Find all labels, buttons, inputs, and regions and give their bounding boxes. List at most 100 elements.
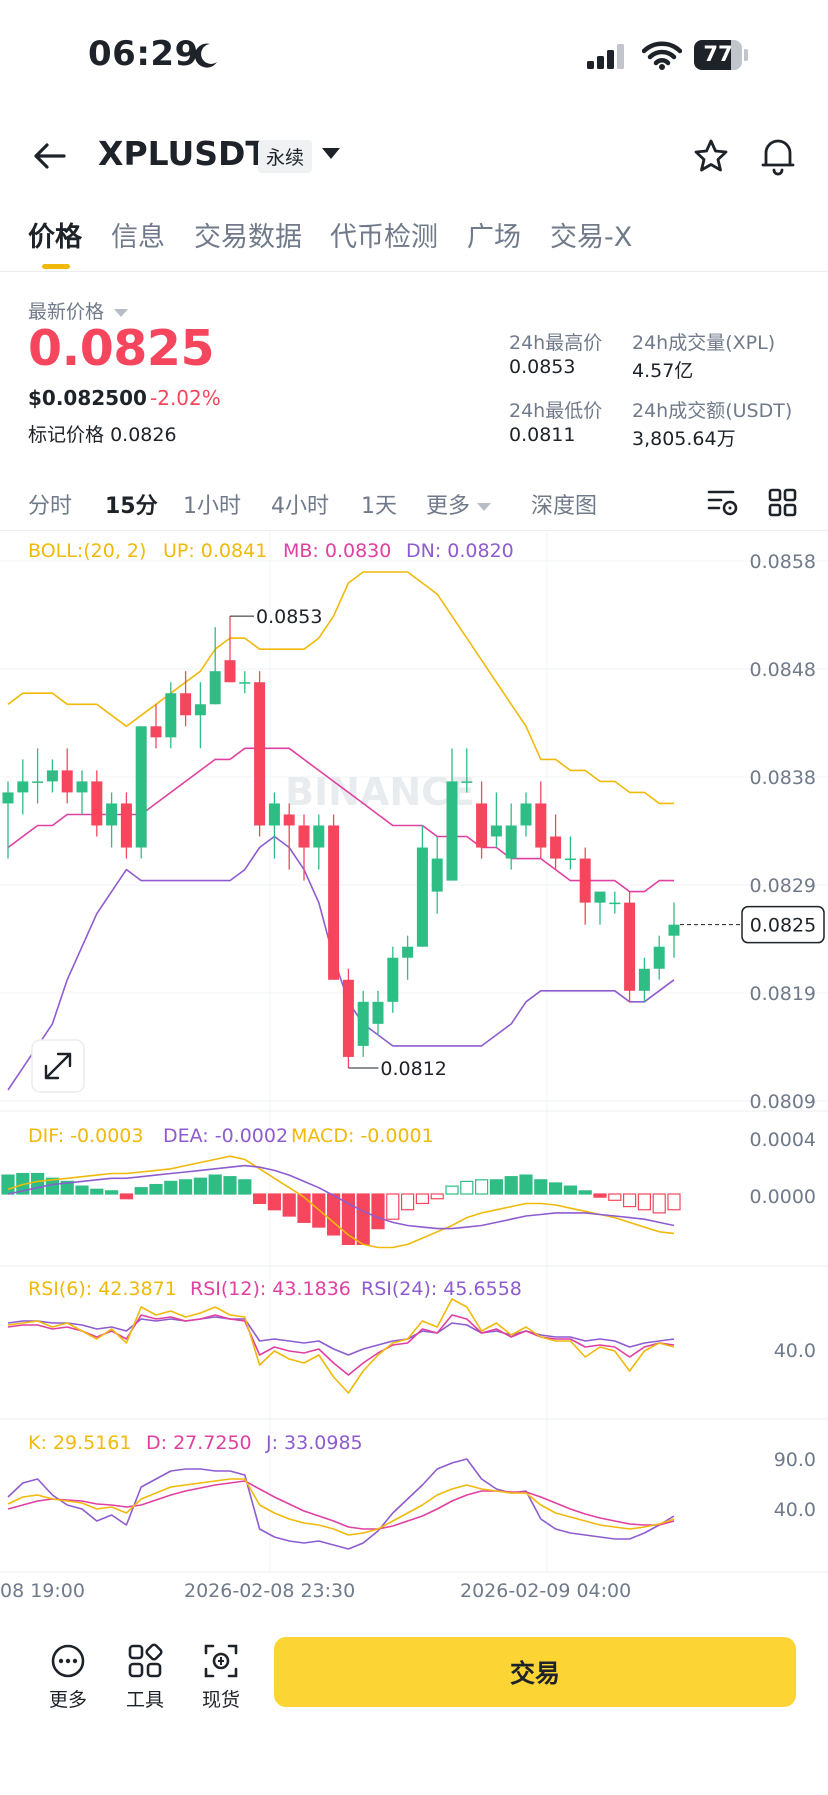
- kdj-tick: 40.0: [774, 1499, 816, 1521]
- pair-dropdown-caret-icon[interactable]: [322, 148, 340, 159]
- macd-bar: [75, 1185, 89, 1195]
- macd-bar: [282, 1193, 296, 1217]
- tools-icon[interactable]: [127, 1643, 163, 1679]
- tab-trading-data[interactable]: 交易数据: [194, 222, 302, 253]
- macd-legend-macd: MACD: -0.0001: [291, 1125, 434, 1147]
- price-tick: 0.0829: [750, 875, 816, 897]
- macd-bar: [534, 1179, 548, 1195]
- high-value: 0.0853: [509, 356, 576, 378]
- candles: [2, 616, 680, 1068]
- candle-body: [91, 781, 103, 826]
- tab-info[interactable]: 信息: [111, 222, 165, 253]
- tab-active-indicator: [42, 264, 70, 269]
- layout-grid-icon[interactable]: [768, 488, 798, 518]
- status-time: 06:29: [88, 34, 199, 74]
- macd-bar: [637, 1193, 652, 1211]
- more-icon[interactable]: [50, 1643, 86, 1679]
- candle-body: [61, 770, 73, 793]
- candle-body: [416, 847, 428, 947]
- spot-icon[interactable]: [203, 1643, 239, 1679]
- candle-body: [268, 803, 280, 826]
- candle-body: [2, 792, 14, 804]
- boll-legend-dn: DN: 0.0820: [406, 540, 514, 562]
- candle-body: [224, 660, 236, 683]
- more-label[interactable]: 更多: [48, 1689, 87, 1711]
- interval-timeline[interactable]: 分时: [28, 494, 73, 519]
- favorite-star-icon[interactable]: [693, 138, 729, 174]
- current-price-tag: 0.0825: [680, 905, 825, 944]
- rsi-legend-12: RSI(12): 43.1836: [190, 1278, 351, 1300]
- trade-button[interactable]: 交易: [274, 1637, 796, 1707]
- candle-body: [668, 924, 680, 936]
- indicator-settings-icon[interactable]: [707, 488, 739, 518]
- kdj-d-line: [7, 1480, 675, 1530]
- low-marker: 0.0812: [348, 1058, 447, 1080]
- time-tick: 2026-02-08 23:30: [184, 1580, 356, 1602]
- macd-bar: [548, 1182, 563, 1195]
- candle-body: [180, 693, 192, 716]
- candle-body: [402, 946, 414, 958]
- candle-body: [357, 1001, 369, 1046]
- last-price-label[interactable]: 最新价格: [28, 297, 129, 324]
- binance-watermark: BINANCE: [285, 770, 475, 814]
- price-tick: 0.0809: [750, 1091, 816, 1113]
- boll-legend-up: UP: 0.0841: [163, 540, 267, 562]
- macd-bar: [401, 1193, 415, 1211]
- macd-panel: [1, 1155, 681, 1249]
- candle-body: [653, 946, 665, 969]
- high-marker: 0.0853: [230, 606, 322, 628]
- candle-body: [594, 891, 606, 903]
- tools-label[interactable]: 工具: [125, 1689, 164, 1711]
- macd-bar: [149, 1183, 163, 1195]
- candle-body: [254, 682, 266, 826]
- amount-value: 3,805.64万: [632, 428, 736, 450]
- macd-bar: [667, 1193, 681, 1211]
- chart-top-divider: [0, 530, 828, 531]
- tab-price[interactable]: 价格: [28, 222, 82, 253]
- pair-symbol[interactable]: XPLUSDT: [98, 134, 268, 173]
- candle-body: [372, 1001, 384, 1024]
- macd-bar: [327, 1193, 341, 1236]
- boll-mb-line: [7, 747, 674, 893]
- candle-body: [431, 858, 443, 892]
- interval-1h[interactable]: 1小时: [183, 494, 241, 519]
- interval-15m[interactable]: 15分: [105, 494, 158, 519]
- macd-legend-dif: DIF: -0.0003: [28, 1125, 143, 1147]
- candle-body: [490, 825, 502, 837]
- expand-chart-button[interactable]: [31, 1039, 85, 1093]
- kline-chart[interactable]: BINANCE BOLL:(20, 2) UP: 0.0841 MB: 0.08…: [0, 531, 828, 1581]
- candle-body: [505, 825, 517, 859]
- macd-bar: [238, 1179, 252, 1195]
- last-price: 0.0825: [28, 320, 215, 377]
- candle-body: [446, 781, 458, 881]
- macd-bar: [253, 1193, 267, 1205]
- alert-bell-icon[interactable]: [760, 136, 796, 176]
- candle-body: [150, 726, 162, 738]
- kdj-k-line: [7, 1478, 675, 1536]
- amount-label: 24h成交额(USDT): [632, 400, 793, 422]
- tab-square[interactable]: 广场: [467, 222, 521, 253]
- spot-label[interactable]: 现货: [201, 1689, 240, 1711]
- tabs-divider: [0, 271, 828, 272]
- macd-bar: [90, 1188, 104, 1195]
- macd-tick: 0.0004: [750, 1129, 816, 1151]
- candle-body: [564, 858, 576, 861]
- macd-bar: [164, 1180, 178, 1195]
- candle-body: [609, 902, 621, 905]
- tab-trade-x[interactable]: 交易-X: [550, 222, 633, 253]
- interval-4h[interactable]: 4小时: [271, 494, 329, 519]
- candle-body: [298, 825, 310, 848]
- candle-body: [476, 803, 488, 848]
- rsi-tick: 40.0: [774, 1340, 816, 1362]
- macd-bar: [60, 1180, 74, 1195]
- time-tick: 08 19:00: [0, 1580, 85, 1602]
- tab-token-check[interactable]: 代币检测: [330, 222, 438, 253]
- interval-more[interactable]: 更多: [426, 488, 492, 520]
- macd-tick: 0.0000: [750, 1186, 816, 1208]
- boll-legend-name: BOLL:(20, 2): [28, 540, 146, 562]
- chart-grid: [0, 531, 828, 1573]
- interval-depth[interactable]: 深度图: [531, 494, 598, 519]
- svg-text:0.0812: 0.0812: [380, 1058, 446, 1080]
- interval-1d[interactable]: 1天: [361, 494, 397, 519]
- back-arrow-icon[interactable]: [30, 136, 70, 176]
